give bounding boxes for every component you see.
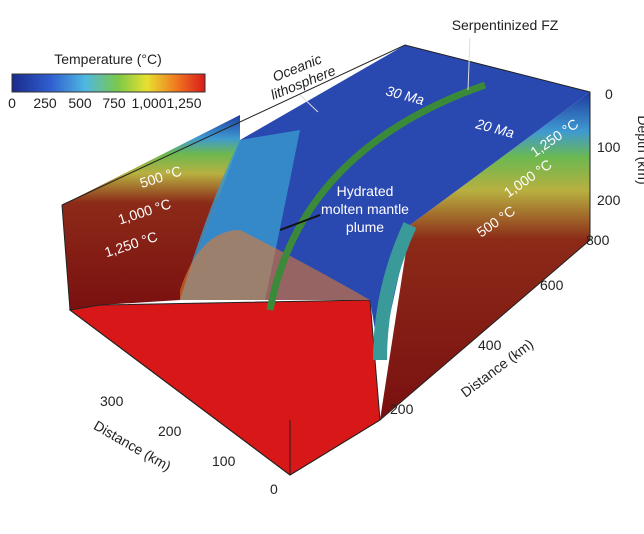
distance-tick: 0 [270,481,278,497]
warm-zone [180,230,370,300]
pointer [467,37,471,91]
colorbar-title: Temperature (°C) [54,51,162,67]
colorbar-tick: 1,000 [131,95,166,111]
distance-tick: 400 [478,337,502,353]
depth-tick: 0 [605,86,613,102]
slab-edge [373,222,417,361]
colorbar-tick: 1,250 [166,95,201,111]
distance-tick: 200 [390,401,414,417]
colorbar-tick: 250 [33,95,57,111]
distance-tick: 100 [212,453,236,469]
fracture-zone [266,81,487,311]
colorbar-tick: 500 [68,95,92,111]
depth-tick: 200 [597,192,621,208]
colorbar [11,73,206,93]
depth-label: Depth (km) [635,115,644,184]
colorbar-tick: 750 [102,95,126,111]
distance-tick: 300 [100,393,124,409]
pointer [299,94,319,113]
annotation: Serpentinized FZ [452,17,559,33]
pointer [279,214,321,231]
block-outline [61,44,591,476]
right-face [380,92,590,420]
colorbar-tick: 0 [8,95,16,111]
depth-tick: 800 [586,232,610,248]
annotation: Hydrated [337,183,394,199]
annotation: molten mantle [321,201,409,217]
left-face [62,115,240,310]
depth-tick: 100 [597,139,621,155]
distance-tick: 600 [540,277,564,293]
annotation: plume [346,219,384,235]
distance-tick: 200 [158,423,182,439]
